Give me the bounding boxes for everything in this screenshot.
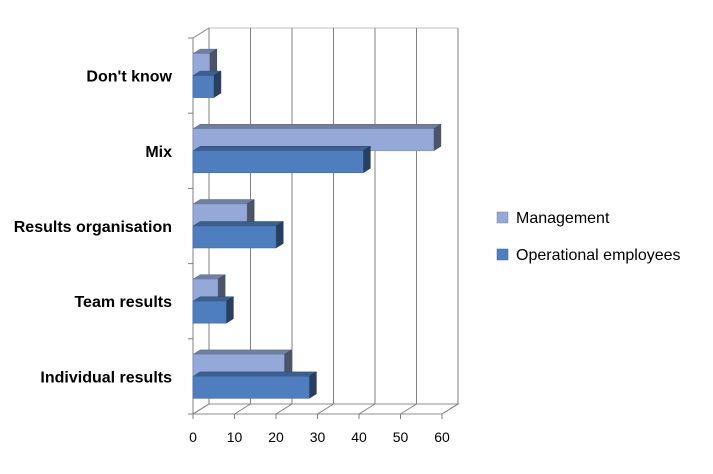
bar-management <box>192 199 256 227</box>
x-tick-label: 20 <box>268 429 284 445</box>
legend-label: Management <box>516 210 610 227</box>
x-tick-label: 50 <box>393 429 409 445</box>
category-labels: Individual results Team results Results or… <box>14 69 173 387</box>
legend-swatch <box>496 211 509 224</box>
floor-gridline <box>192 403 210 415</box>
x-tick-label: 0 <box>189 429 197 445</box>
category-label: Individual results <box>40 369 172 386</box>
y-axis-top-edge <box>192 27 210 39</box>
bar-management <box>192 123 442 152</box>
bars <box>192 48 442 399</box>
bar-operational-employees <box>192 296 235 324</box>
floor-gridline <box>234 403 251 415</box>
x-tick-label: 40 <box>351 429 367 445</box>
legend-swatch <box>496 248 509 261</box>
x-tick-label: 30 <box>310 429 326 445</box>
category-label: Don't know <box>86 69 172 86</box>
bar-operational-employees <box>192 371 318 399</box>
category-label: Results organisation <box>14 219 172 236</box>
bar-operational-employees <box>192 145 372 174</box>
bar-management <box>192 349 293 377</box>
floor-gridline <box>317 403 334 415</box>
floor-gridline <box>441 403 459 415</box>
category-label: Mix <box>145 144 172 161</box>
bar-management <box>192 274 226 302</box>
floor-gridline <box>358 403 376 415</box>
bar-operational-employees <box>192 70 222 99</box>
legend-item: Management <box>496 210 610 227</box>
bar-operational-employees <box>192 221 285 249</box>
floor-gridline <box>400 403 417 415</box>
bar-management <box>192 48 218 77</box>
x-tick-labels: 0 10 20 30 40 50 60 <box>189 429 450 445</box>
x-tick-label: 10 <box>227 429 243 445</box>
legend: Management Operational employees <box>496 210 681 264</box>
legend-item: Operational employees <box>496 247 681 264</box>
category-label: Team results <box>74 294 172 311</box>
x-tick-label: 60 <box>434 429 450 445</box>
floor-gridline <box>275 403 293 415</box>
legend-label: Operational employees <box>516 247 681 264</box>
